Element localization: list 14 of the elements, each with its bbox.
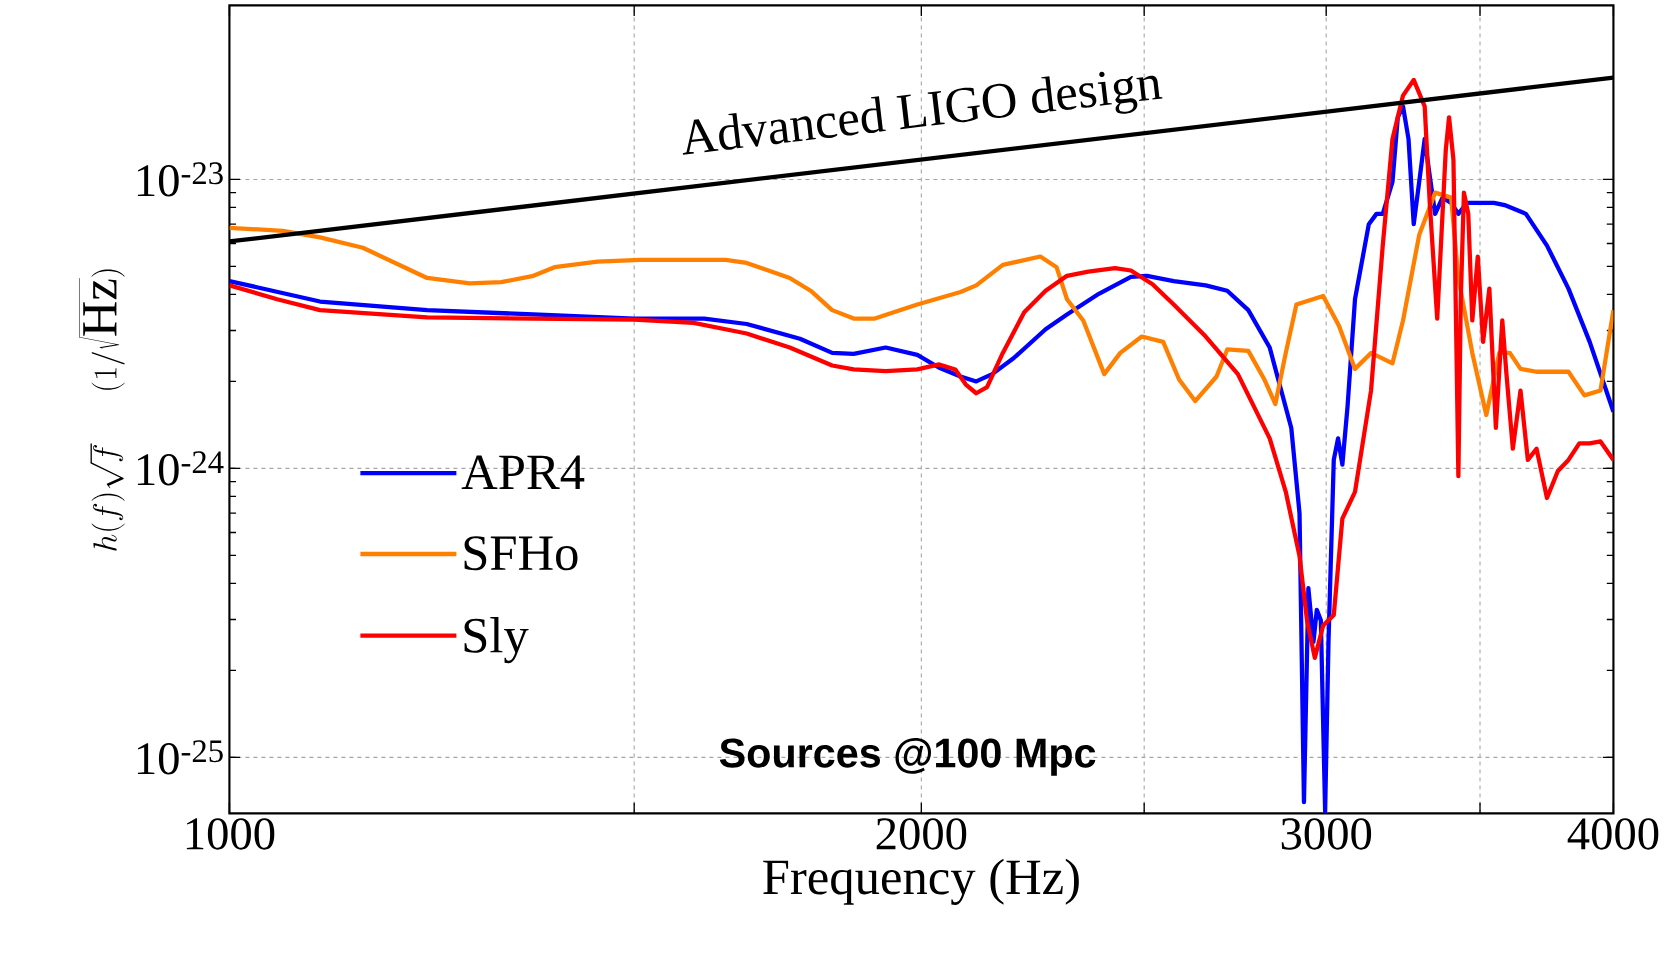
x-axis-title: Frequency (Hz)	[763, 858, 1079, 905]
legend-label: SFHo	[464, 536, 578, 571]
y-axis-title: $h(f)\sqrt{f}\quad (1/\sqrt{\mathrm{Hz}})$	[79, 269, 125, 551]
y-tick-label: 10$^{-23}$	[137, 162, 223, 197]
x-tick-label: 1000	[186, 818, 275, 850]
x-tick-label: 3000	[1281, 818, 1372, 850]
y-tick-label: 10$^{-24}$	[137, 451, 224, 486]
annotation: Advanced LIGO design	[682, 71, 1163, 155]
y-tick-label: 10$^{-25}$	[137, 740, 223, 775]
annotation: Sources @100 Mpc	[719, 737, 1096, 776]
x-tick-label: 4000	[1567, 818, 1659, 850]
legend-label: Sly	[464, 617, 529, 664]
legend-label: APR4	[461, 455, 585, 489]
x-tick-label: 2000	[876, 818, 967, 850]
